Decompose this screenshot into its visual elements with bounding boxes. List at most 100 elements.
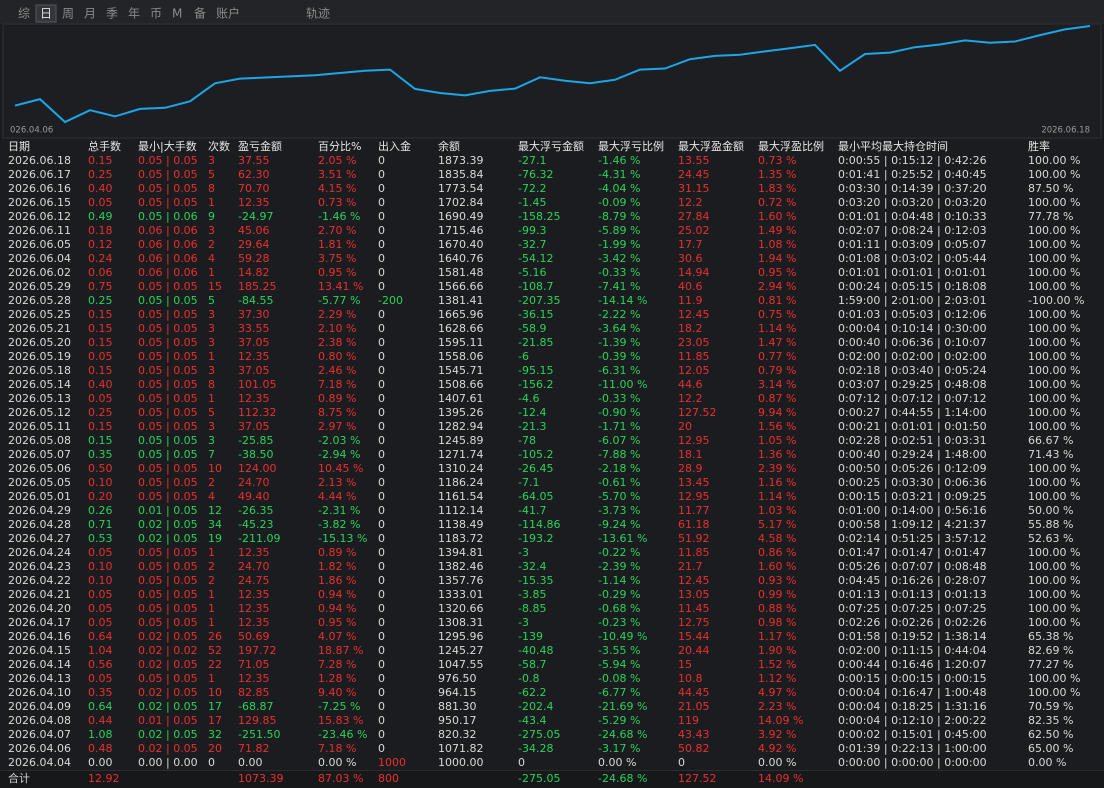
table-cell: 17 [208, 700, 222, 713]
table-cell: 3 [208, 308, 215, 321]
table-cell: -99.3 [518, 224, 546, 237]
table-cell: 0.05 [88, 546, 113, 559]
table-cell: 0 [378, 336, 385, 349]
table-cell: 1.83 % [758, 182, 796, 195]
table-cell: -5.77 % [318, 294, 360, 307]
table-cell: 1.03 % [758, 504, 796, 517]
tab[interactable]: 年 [128, 7, 140, 21]
table-cell: 0:00:44 | 0:16:46 | 1:20:07 [838, 658, 987, 671]
table-cell: 22 [208, 658, 222, 671]
table-cell: 82.85 [238, 686, 270, 699]
table-cell: 1245.89 [438, 434, 484, 447]
table-cell: 0.10 [88, 574, 113, 587]
table-cell: 0.94 % [318, 602, 356, 615]
table-cell: -0.33 % [598, 266, 640, 279]
table-cell: -40.48 [518, 644, 553, 657]
table-cell: 0 [378, 308, 385, 321]
tab[interactable]: 轨迹 [306, 7, 330, 21]
table-cell: 100.00 % [1028, 308, 1080, 321]
table-cell: 0 [378, 182, 385, 195]
table-cell: 24.70 [238, 476, 270, 489]
table-cell: 12.05 [678, 364, 710, 377]
x-axis-end: 2026.06.18 [1041, 126, 1090, 136]
table-cell: 3 [208, 154, 215, 167]
tab[interactable]: 周 [62, 7, 74, 21]
table-cell: 8.75 % [318, 406, 356, 419]
table-cell: 0.15 [88, 322, 113, 335]
table-cell: 1690.49 [438, 210, 484, 223]
table-cell: 50.82 [678, 742, 710, 755]
table-cell: 70.59 % [1028, 700, 1073, 713]
table-cell: 0:00:04 | 0:16:47 | 1:00:48 [838, 686, 987, 699]
table-cell: -1.46 % [318, 210, 360, 223]
table-cell: 0.15 [88, 308, 113, 321]
table-cell: -5.29 % [598, 714, 640, 727]
table-cell: 0.79 % [758, 364, 796, 377]
column-header: 最小|大手数 [138, 139, 197, 153]
table-cell: 49.40 [238, 490, 270, 503]
table-cell: 0.20 [88, 490, 113, 503]
table-cell: 0.05 | 0.05 [138, 308, 198, 321]
column-header: 胜率 [1028, 139, 1050, 153]
table-cell: 100.00 % [1028, 336, 1080, 349]
table-cell: -8.85 [518, 602, 546, 615]
tab[interactable]: 季 [106, 7, 118, 21]
tab[interactable]: 币 [150, 7, 162, 21]
tab[interactable]: 备 [194, 7, 206, 21]
table-cell: -3 [518, 546, 529, 559]
table-cell: 2 [208, 476, 215, 489]
table-cell: -13.61 % [598, 532, 647, 545]
table-cell: 0 [378, 728, 385, 741]
table-cell: 12.35 [238, 392, 270, 405]
table-cell: 100.00 % [1028, 364, 1080, 377]
tab[interactable]: 综 [18, 7, 30, 21]
table-cell: 4.97 % [758, 686, 796, 699]
table-cell: 0.05 | 0.06 [138, 210, 198, 223]
table-cell: 0 [378, 168, 385, 181]
table-cell: 13.55 [678, 154, 710, 167]
total-cell: 14.09 % [758, 772, 803, 785]
table-cell: 0.02 | 0.05 [138, 742, 198, 755]
table-cell: 0.10 [88, 476, 113, 489]
table-cell: 0.02 | 0.05 [138, 728, 198, 741]
tab[interactable]: 账户 [216, 6, 240, 21]
table-cell: 11.9 [678, 294, 703, 307]
table-cell: 0 [378, 434, 385, 447]
tab[interactable]: 日 [40, 7, 52, 21]
table-cell: 0:02:26 | 0:02:26 | 0:02:26 [838, 616, 987, 629]
table-cell: 55.88 % [1028, 518, 1073, 531]
table-cell: -0.39 % [598, 350, 640, 363]
table-cell: 12.2 [678, 392, 703, 405]
table-cell: -24.97 [238, 210, 273, 223]
table-cell: 17 [208, 714, 222, 727]
table-cell: 11.45 [678, 602, 710, 615]
table-cell: 100.00 % [1028, 560, 1080, 573]
table-cell: 34 [208, 518, 222, 531]
table-cell: 0.99 % [758, 588, 796, 601]
table-cell: 2026.05.08 [8, 434, 71, 447]
tab[interactable]: M [172, 7, 182, 21]
table-cell: -251.50 [238, 728, 280, 741]
table-cell: 0.73 % [758, 154, 796, 167]
table-cell: 0.05 | 0.05 [138, 490, 198, 503]
table-cell: 881.30 [438, 700, 477, 713]
table-cell: 1407.61 [438, 392, 484, 405]
table-cell: 0.05 [88, 588, 113, 601]
tab[interactable]: 月 [84, 7, 96, 21]
column-header: 最大浮盈比例 [758, 139, 824, 153]
table-cell: 1702.84 [438, 196, 484, 209]
table-cell: 71.05 [238, 658, 270, 671]
table-cell: -3.64 % [598, 322, 640, 335]
table-cell: 17.7 [678, 238, 703, 251]
table-cell: -2.18 % [598, 462, 640, 475]
table-cell: -76.32 [518, 168, 553, 181]
table-cell: -5.94 % [598, 658, 640, 671]
table-cell: 14.09 % [758, 714, 803, 727]
table-cell: 0.05 [88, 602, 113, 615]
table-cell: 1 [208, 196, 215, 209]
table-cell: 100.00 % [1028, 602, 1080, 615]
table-cell: 21.05 [678, 700, 710, 713]
table-cell: 7.18 % [318, 742, 356, 755]
table-cell: 5 [208, 168, 215, 181]
total-cell: 800 [378, 772, 399, 785]
